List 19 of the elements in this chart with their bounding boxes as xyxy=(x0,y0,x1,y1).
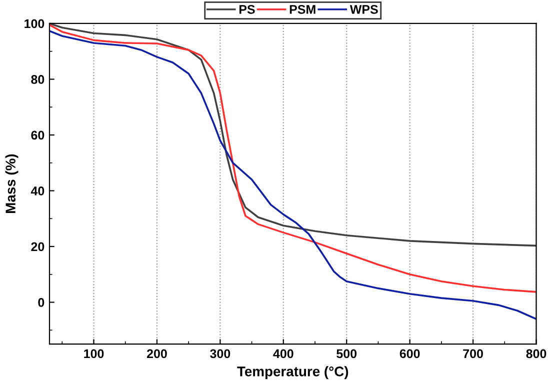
x-tick-label: 500 xyxy=(336,349,357,358)
x-tick-label: 300 xyxy=(210,349,230,358)
y-tick-label: 40 xyxy=(30,186,44,196)
x-tick-label: 700 xyxy=(463,349,483,358)
y-tick-label: 100 xyxy=(24,19,44,28)
x-tick-label: 100 xyxy=(84,349,104,358)
legend-label: PS xyxy=(239,4,255,14)
x-axis-title: Temperature (°C) xyxy=(237,366,348,380)
y-tick-label: 20 xyxy=(31,242,44,252)
x-tick-label: 200 xyxy=(146,349,167,358)
y-tick-label: 80 xyxy=(31,75,44,84)
y-axis-title: Mass (%) xyxy=(5,154,18,213)
x-tick-label: 400 xyxy=(273,349,294,358)
legend-label: PSM xyxy=(290,4,316,14)
y-tick-label: 0 xyxy=(38,298,44,307)
y-tick-label: 60 xyxy=(31,130,44,140)
legend-label: WPS xyxy=(350,4,378,14)
x-tick-label: 600 xyxy=(400,349,420,358)
x-tick-label: 800 xyxy=(526,349,546,358)
